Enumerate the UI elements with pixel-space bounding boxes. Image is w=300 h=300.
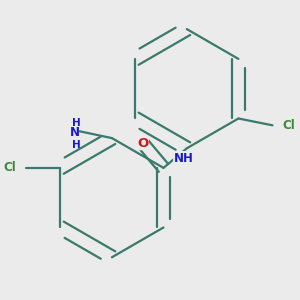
Text: H: H: [72, 118, 80, 128]
Text: H: H: [72, 140, 80, 150]
Text: O: O: [137, 136, 148, 150]
Text: Cl: Cl: [283, 119, 296, 132]
Text: N: N: [69, 127, 80, 140]
Text: NH: NH: [174, 152, 194, 165]
Text: Cl: Cl: [3, 161, 16, 174]
